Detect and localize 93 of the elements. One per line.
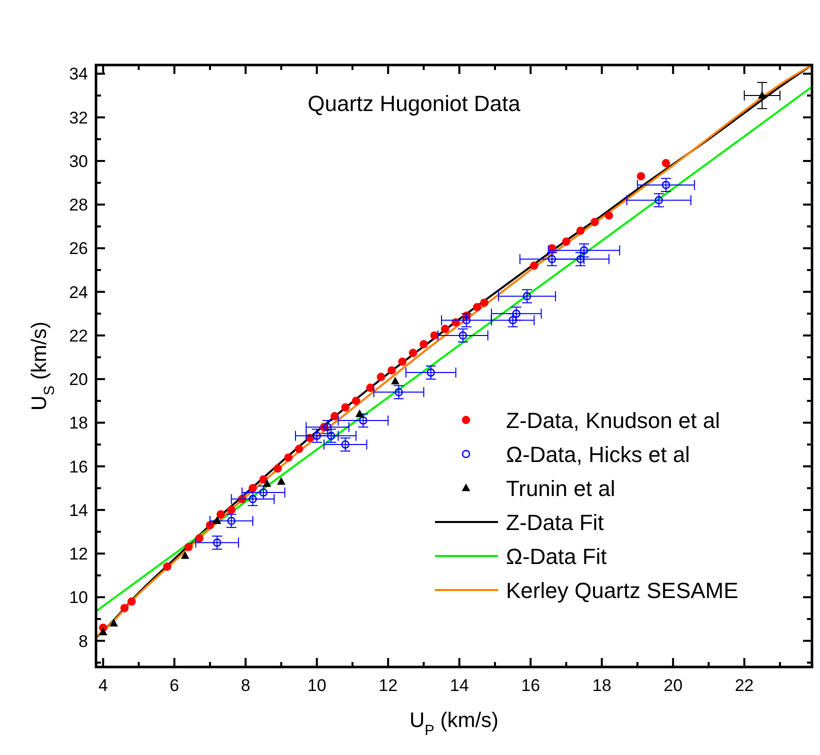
point [522,292,532,300]
x-tick-label: 22 [734,676,754,695]
y-tick-label: 24 [69,282,88,302]
point [548,254,556,264]
point [227,506,236,514]
y-tick-label: 28 [69,196,88,215]
point [562,238,570,246]
point [180,551,190,559]
point [420,340,428,348]
point [426,368,435,377]
point [408,348,418,358]
point [580,246,588,255]
point [127,597,136,606]
point [391,376,400,384]
y-tick-label: 14 [69,500,88,520]
point [323,422,332,432]
point [248,494,257,504]
point [530,262,538,270]
point [590,218,599,226]
point [480,298,488,307]
y-tick-label: 26 [69,239,88,258]
x-tick-label: 12 [378,676,398,695]
point [473,302,482,312]
point [259,475,268,484]
point [376,372,386,382]
point [636,172,646,180]
x-tick-label: 18 [592,676,612,695]
point [262,479,272,487]
point [294,444,304,454]
y-tick-label: 34 [69,64,88,84]
point [758,90,766,99]
point [110,618,118,627]
legend-label: Kerley Quartz SESAME [506,578,738,603]
y-tick-label: 22 [69,326,88,346]
text: Quartz Hugoniot Data [308,91,522,116]
point [430,331,439,340]
point [604,211,614,220]
legend-label: Z-Data, Knudson et al [506,408,720,433]
point [462,316,471,324]
x-axis-title: U$_{P}$ (km/s) [409,709,499,739]
x-tick-label: 4 [98,676,108,695]
point [227,516,236,526]
point [312,432,322,440]
y-tick-label: 20 [69,370,88,390]
y-tick-label: 10 [69,588,88,608]
point [259,488,268,497]
point [195,534,204,542]
x-tick-label: 16 [521,676,540,695]
point [512,310,520,318]
point [284,453,293,462]
y-tick-label: 30 [69,152,88,171]
point [576,226,585,235]
legend-label: Z-Data Fit [506,510,604,535]
y-tick-label: 16 [69,457,88,476]
y-tick-label: 32 [69,108,88,128]
point [458,331,468,340]
point [355,409,364,418]
point [330,412,339,420]
y-tick-label: 8 [78,632,88,651]
point [662,159,670,168]
point [394,388,403,396]
x-tick-label: 6 [170,676,180,695]
point [326,432,336,440]
x-tick-label: 10 [307,676,326,695]
point [388,366,396,375]
point [366,384,374,392]
point [120,604,129,612]
x-tick-label: 14 [450,676,469,695]
point [440,324,450,334]
x-tick-label: 8 [240,676,250,695]
point [341,440,350,449]
point [277,477,286,485]
point [184,542,193,552]
point [248,484,257,492]
y-tick-label: 12 [69,544,88,564]
legend-label: Ω-Data, Hicks et al [506,442,690,467]
point [662,180,670,190]
point [359,416,368,425]
point [216,510,225,518]
point [508,316,517,324]
point [98,628,108,636]
point [398,357,406,366]
x-tick-label: 20 [664,676,683,695]
point [341,403,350,412]
point [352,396,360,406]
legend-label: Trunin et al [506,476,616,501]
point [274,464,282,473]
point [212,516,222,524]
point [163,562,172,571]
legend-label: Ω-Data Fit [506,544,607,569]
y-tick-label: 18 [69,414,88,433]
point [212,538,222,547]
point [654,196,663,204]
